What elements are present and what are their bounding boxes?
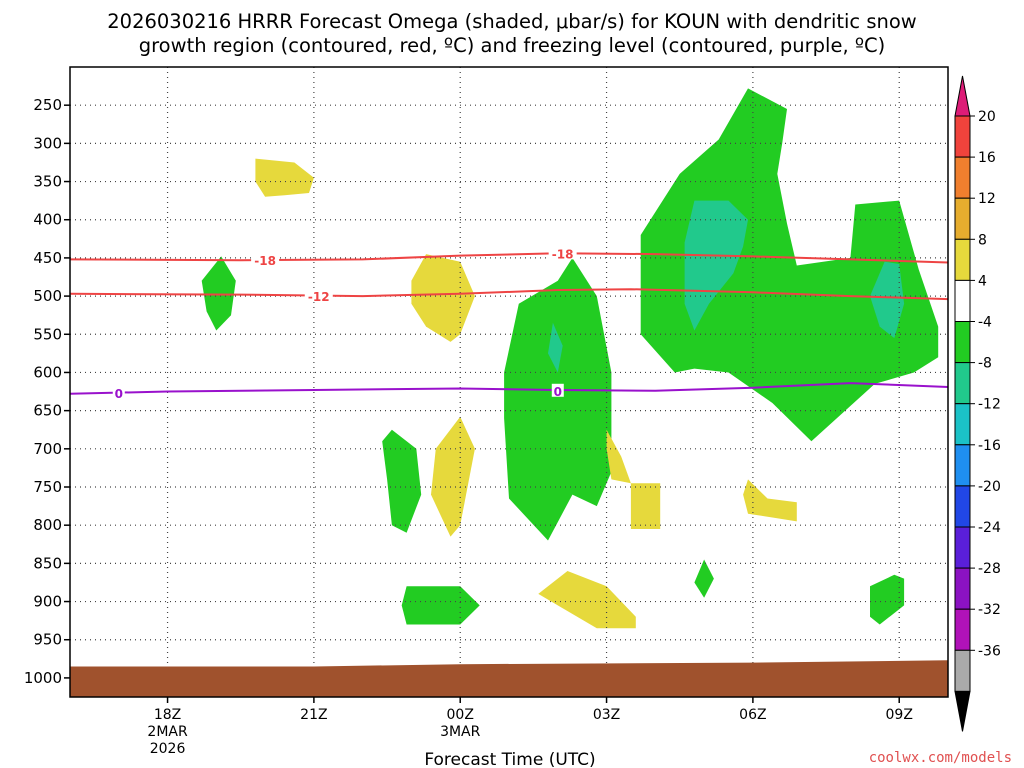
contour-label-bg-2: [548, 246, 577, 260]
x-tick-year-18Z: 2026: [150, 741, 186, 757]
colorbar-label-8: -16: [978, 438, 1001, 454]
y-tick-label-1000: 1000: [24, 669, 62, 687]
colorbar-label-7: -12: [978, 397, 1001, 413]
omega-shading: [201, 88, 939, 629]
colorbar-label-1: 16: [978, 150, 996, 166]
shaded-region-sinking-690: [606, 429, 631, 484]
x-tick-label-09Z: 09Z: [886, 707, 913, 723]
y-axis-ticks: 250 300 350 400 450 500 550 600 650 700 750 800 850 9…: [24, 96, 70, 687]
shaded-region-rising-right-900: [870, 574, 905, 625]
contour-label-0: -18: [254, 254, 276, 268]
y-tick-label-700: 700: [33, 440, 62, 458]
y-tick-label-450: 450: [33, 249, 62, 267]
shaded-region-rising-mid-core: [548, 322, 563, 373]
contour-label-bg-0: [251, 253, 280, 267]
colorbar-label-3: 8: [978, 232, 987, 248]
colorbar-segment-4: [954, 238, 971, 281]
colorbar-label-13: -36: [978, 643, 1001, 659]
contour-label-4: 0: [554, 385, 562, 399]
shaded-region-sinking-700: [431, 416, 475, 537]
colorbar-segment-11: [954, 526, 971, 569]
colorbar-segment-14: [954, 649, 971, 692]
x-tick-label-00Z: 00Z: [447, 707, 474, 723]
colorbar-segment-2: [954, 156, 971, 199]
shaded-region-sinking-780: [630, 483, 661, 529]
x-tick-label-06Z: 06Z: [739, 707, 766, 723]
contour-label-bg-3: [112, 386, 125, 400]
y-tick-label-300: 300: [33, 134, 62, 152]
ground-surface: [70, 660, 948, 697]
colorbar-segment-9: [954, 444, 971, 487]
colorbar-label-5: -4: [978, 315, 992, 331]
y-tick-label-750: 750: [33, 478, 62, 496]
contour-label-1: -12: [308, 290, 330, 304]
y-tick-label-250: 250: [33, 96, 62, 114]
contour-lines: -18 -12 -18 0 0: [69, 246, 949, 401]
chart-title-line2: growth region (contoured, red, ºC) and f…: [139, 34, 886, 57]
contour-label-2: -18: [552, 247, 574, 261]
shaded-region-rising-large: [640, 88, 939, 442]
colorbar-label-11: -28: [978, 561, 1001, 577]
colorbar-segment-10: [954, 485, 971, 528]
y-tick-label-600: 600: [33, 363, 62, 381]
colorbar-label-12: -32: [978, 602, 1001, 618]
shaded-region-sinking-890: [538, 571, 636, 629]
y-tick-label-550: 550: [33, 325, 62, 343]
x-axis-label: Forecast Time (UTC): [424, 750, 595, 768]
shaded-region-rising-east-core: [870, 261, 905, 339]
shaded-region-rising-low-910: [401, 586, 480, 625]
colorbar-label-10: -24: [978, 520, 1001, 536]
contour-dgz-bottom: [69, 288, 949, 301]
colorbar-label-2: 12: [978, 191, 996, 207]
x-tick-label-21Z: 21Z: [300, 707, 327, 723]
colorbar-segment-13: [954, 608, 971, 651]
colorbar-segment-5: [954, 279, 971, 322]
grid-lines: [70, 67, 948, 697]
colorbar-segment-6: [954, 321, 971, 364]
colorbar-segment-7: [954, 362, 971, 405]
shaded-region-rising-left: [201, 256, 236, 331]
colorbar-segment-12: [954, 567, 971, 610]
credit-text: coolwx.com/models: [869, 750, 1012, 766]
contour-label-3: 0: [115, 387, 123, 401]
shaded-region-sinking-500: [411, 254, 475, 342]
colorbar-label-9: -20: [978, 479, 1001, 495]
colorbar: 20 16 12 8 4 -4 -8 -12 -16 -20 -24 -28 -32 -36: [954, 75, 1001, 732]
colorbar-label-0: 20: [978, 109, 996, 125]
shaded-region-rising-large-core: [684, 200, 748, 331]
y-tick-label-350: 350: [33, 173, 62, 191]
y-tick-label-900: 900: [33, 593, 62, 611]
y-tick-label-650: 650: [33, 402, 62, 420]
colorbar-bottom-triangle: [954, 690, 971, 732]
y-tick-label-400: 400: [33, 211, 62, 229]
colorbar-top-triangle: [954, 75, 971, 117]
surface-terrain: [70, 660, 948, 697]
y-tick-label-950: 950: [33, 631, 62, 649]
plot-frame: [69, 66, 949, 698]
colorbar-segment-1: [954, 115, 971, 158]
x-tick-sublabel-00Z: 3MAR: [440, 724, 481, 740]
x-tick-label-18Z: 18Z: [154, 707, 181, 723]
shaded-region-rising-mid: [504, 257, 612, 541]
contour-label-bg-4: [551, 383, 564, 397]
y-tick-label-500: 500: [33, 287, 62, 305]
shaded-region-rising-tiny-880: [694, 559, 714, 598]
y-tick-label-850: 850: [33, 554, 62, 572]
shaded-region-sinking-770: [743, 479, 797, 522]
x-tick-label-03Z: 03Z: [593, 707, 620, 723]
shaded-region-sinking-350: [255, 158, 314, 197]
contour-dgz-top: [69, 252, 949, 264]
contour-label-bg-1: [304, 289, 333, 303]
colorbar-label-4: 4: [978, 273, 987, 289]
colorbar-label-6: -8: [978, 356, 992, 372]
colorbar-segment-8: [954, 403, 971, 446]
chart-title-line1: 2026030216 HRRR Forecast Omega (shaded, …: [107, 10, 917, 33]
y-tick-label-800: 800: [33, 516, 62, 534]
colorbar-segment-3: [954, 197, 971, 240]
x-tick-sublabel-18Z: 2MAR: [147, 724, 188, 740]
shaded-region-rising-small-700: [382, 429, 422, 533]
